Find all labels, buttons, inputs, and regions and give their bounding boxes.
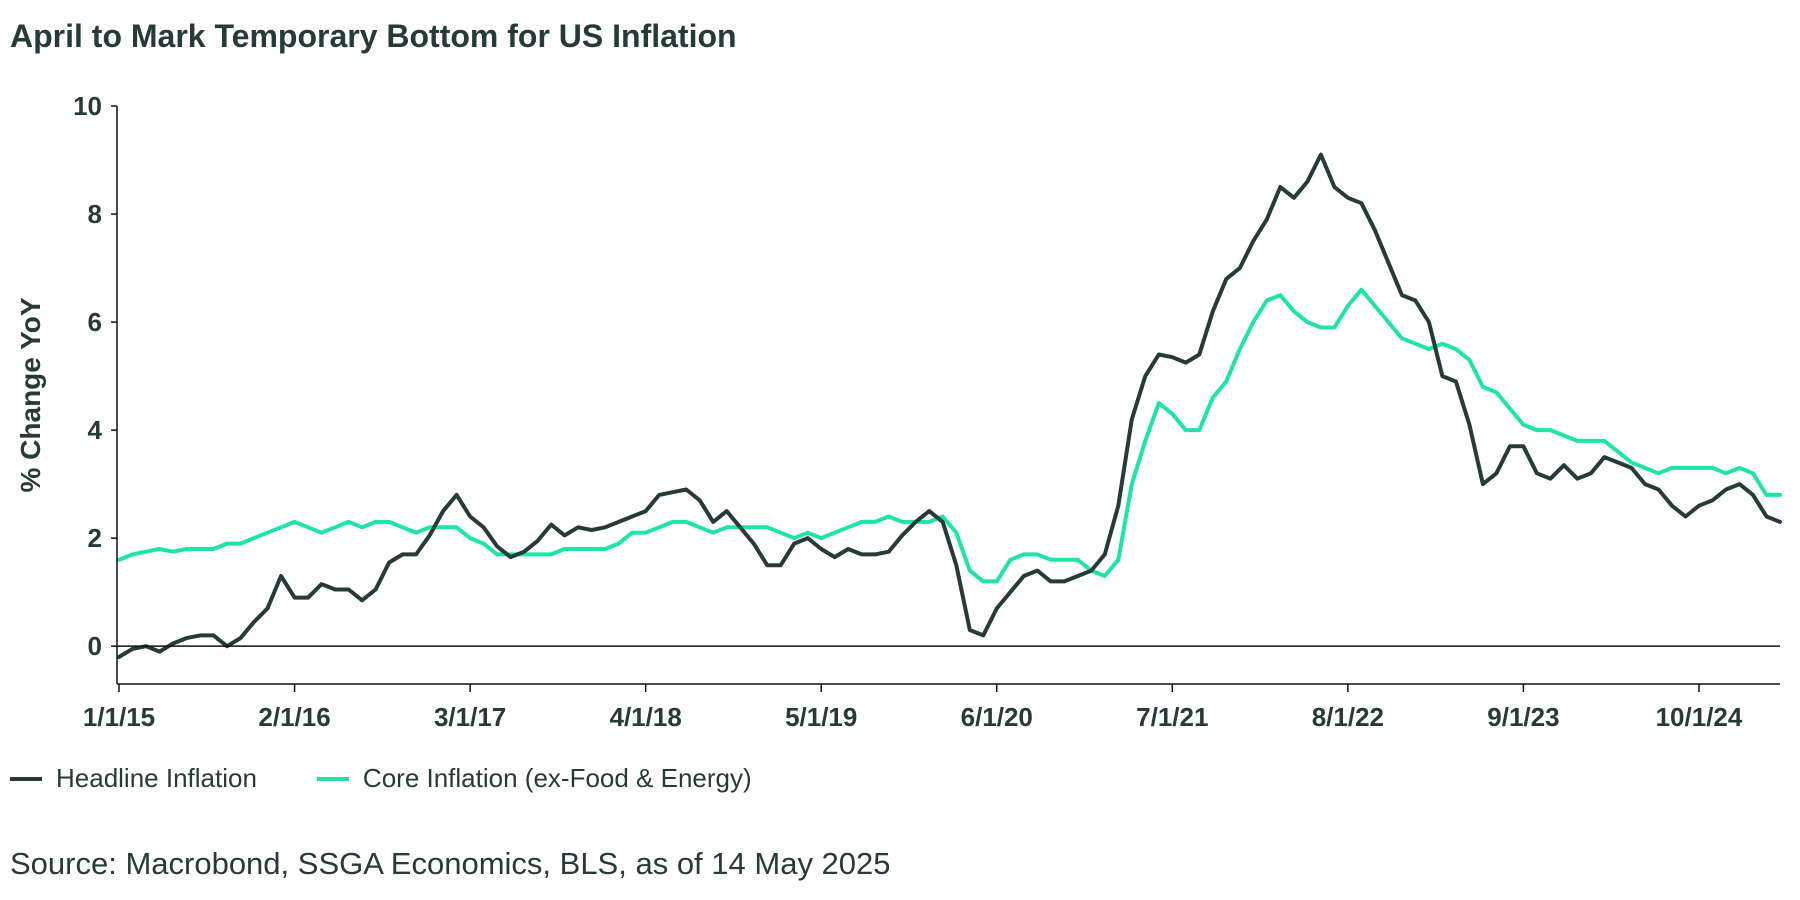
x-tick-label: 9/1/23: [1487, 702, 1559, 732]
y-axis-title: % Change YoY: [15, 297, 46, 492]
y-tick-label: 8: [88, 199, 102, 229]
y-tick-label: 2: [88, 523, 102, 553]
x-tick-label: 10/1/24: [1656, 702, 1743, 732]
series-line-headline: [117, 152, 1782, 659]
legend-item-core[interactable]: Core Inflation (ex-Food & Energy): [316, 763, 752, 794]
x-tick-label: 6/1/20: [961, 702, 1033, 732]
x-tick-label: 1/1/15: [83, 702, 155, 732]
x-tick-label: 8/1/22: [1312, 702, 1384, 732]
x-tick-label: 4/1/18: [610, 702, 682, 732]
y-tick-label: 0: [88, 631, 102, 661]
source-note: Source: Macrobond, SSGA Economics, BLS, …: [10, 846, 891, 881]
legend-label-headline: Headline Inflation: [56, 763, 257, 793]
chart-title: April to Mark Temporary Bottom for US In…: [10, 18, 737, 54]
x-tick-label: 7/1/21: [1136, 702, 1208, 732]
y-tick-label: 10: [73, 91, 102, 121]
series-line-core: [117, 287, 1782, 584]
series-layer: [117, 152, 1782, 659]
x-tick-label: 3/1/17: [434, 702, 506, 732]
legend-label-core: Core Inflation (ex-Food & Energy): [362, 763, 752, 793]
y-tick-label: 6: [88, 307, 102, 337]
legend-item-headline[interactable]: Headline Inflation: [10, 763, 257, 794]
x-tick-label: 5/1/19: [785, 702, 857, 732]
legend-swatch-core: [316, 776, 349, 781]
x-tick-label: 2/1/16: [258, 702, 330, 732]
legend: Headline Inflation Core Inflation (ex-Fo…: [10, 763, 812, 794]
legend-swatch-headline: [10, 776, 42, 781]
x-axis: 1/1/15 2/1/16 3/1/17 4/1/18 5/1/19 6/1/20 7/1/…: [83, 684, 1743, 732]
y-axis: 0 2 4 6 8 10: [73, 91, 117, 661]
y-tick-label: 4: [88, 415, 103, 445]
